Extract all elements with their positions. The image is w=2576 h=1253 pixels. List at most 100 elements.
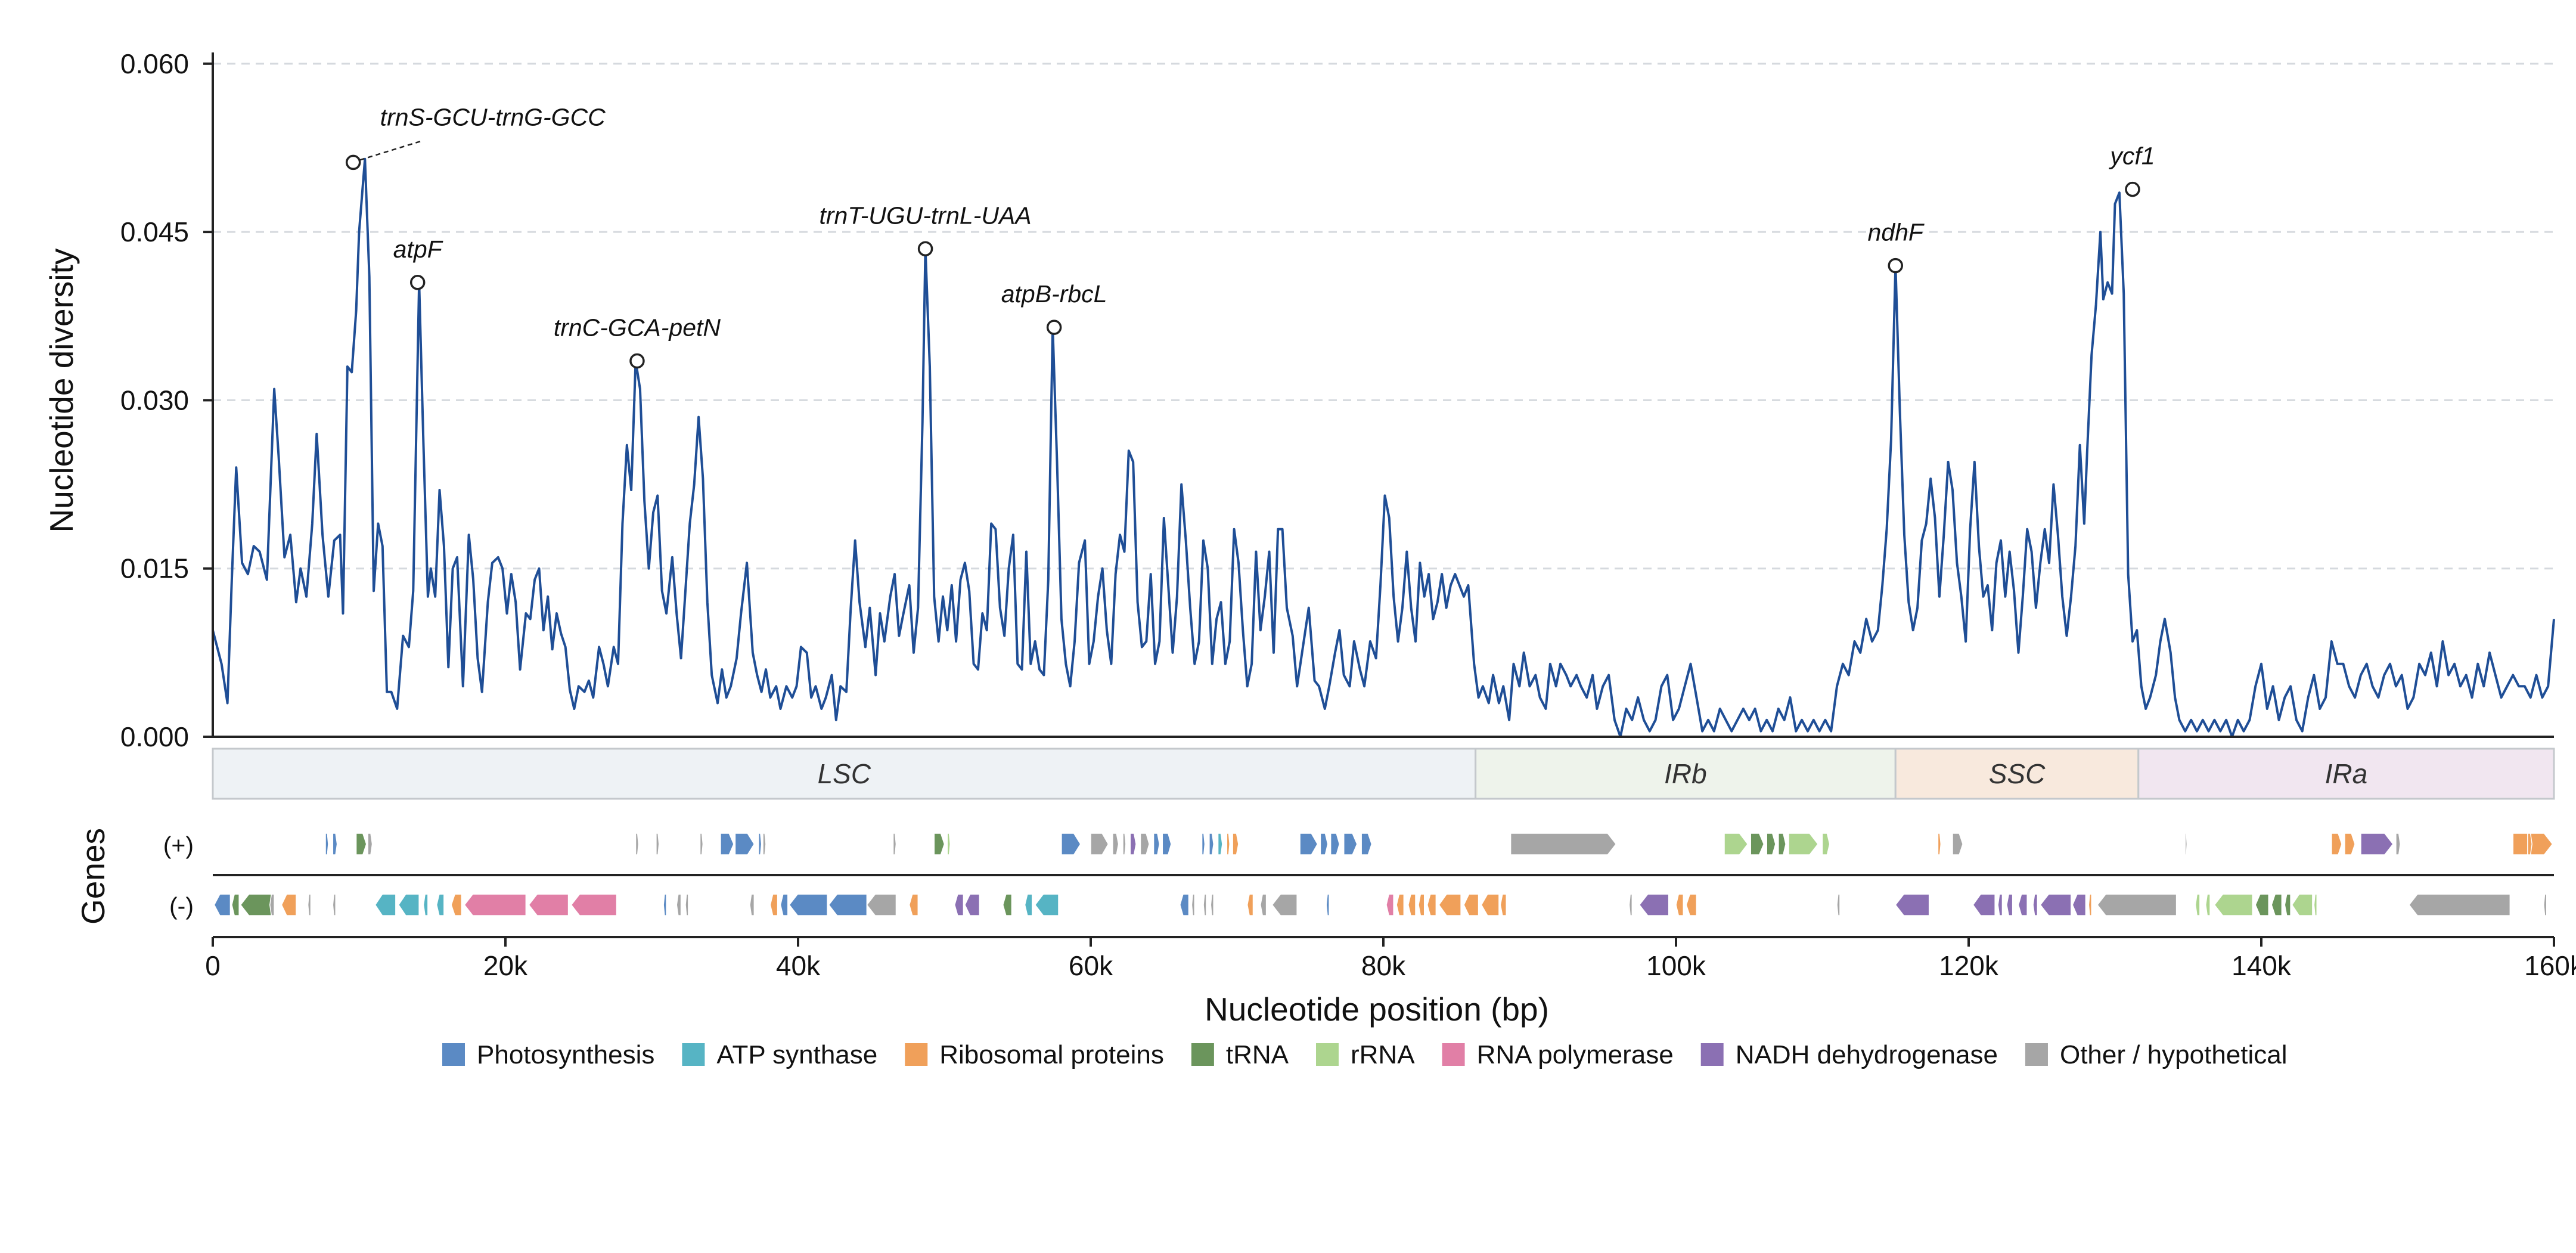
x-tick-label: 40k <box>776 950 821 981</box>
gene-minus-strand <box>1675 894 1684 916</box>
gene-plus-strand <box>1778 833 1786 855</box>
gene-minus-strand <box>374 894 396 916</box>
peak-label: trnS-GCU-trnG-GCC <box>380 103 606 131</box>
peak-marker <box>409 275 426 290</box>
legend-swatch <box>1442 1043 1465 1066</box>
gene-minus-strand <box>1024 894 1033 916</box>
legend-swatch <box>1191 1043 1214 1066</box>
x-axis-title: Nucleotide position (bp) <box>1205 991 1549 1028</box>
gene-minus-strand <box>1638 894 1669 916</box>
legend-swatch <box>1700 1043 1724 1066</box>
gene-plus-strand <box>1361 833 1373 855</box>
gene-plus-strand <box>1217 833 1223 855</box>
gene-minus-strand <box>828 894 868 916</box>
legend-swatch <box>1316 1043 1339 1066</box>
y-tick-label: 0.060 <box>120 48 189 79</box>
peak-label: atpB-rbcL <box>1001 280 1107 308</box>
legend-item-label: ATP synthase <box>716 1040 877 1069</box>
gene-minus-strand <box>2018 894 2028 916</box>
gene-minus-strand <box>2291 894 2313 916</box>
peak-label: trnC-GCA-petN <box>554 314 721 342</box>
gene-plus-strand <box>1061 833 1081 855</box>
gene-minus-strand <box>213 894 231 916</box>
gene-minus-strand <box>1396 894 1405 916</box>
gene-plus-strand <box>1952 833 1963 855</box>
gene-plus-strand <box>2395 833 2401 855</box>
gene-plus-strand <box>1122 833 1126 855</box>
gene-plus-strand <box>1209 833 1214 855</box>
x-tick-label: 160k <box>2524 950 2576 981</box>
peak-leader-line <box>359 140 423 161</box>
gene-minus-strand <box>2409 894 2511 916</box>
gene-minus-strand <box>1895 894 1930 916</box>
y-tick-label: 0.015 <box>120 553 189 584</box>
gene-minus-strand <box>1191 894 1196 916</box>
gene-minus-strand <box>2006 894 2013 916</box>
region-label: IRb <box>1664 758 1707 789</box>
gene-minus-strand <box>663 894 667 916</box>
gene-plus-strand <box>2512 833 2553 855</box>
gene-minus-strand <box>1500 894 1507 916</box>
gene-plus-strand <box>2360 833 2394 855</box>
gene-minus-strand <box>1972 894 1995 916</box>
gene-minus-strand <box>1463 894 1479 916</box>
gene-minus-strand <box>2214 894 2254 916</box>
plus-strand-label: (+) <box>163 832 194 859</box>
genome-regions: LSC IRb SSC IRa <box>212 748 2555 800</box>
gene-minus-strand <box>2284 894 2291 916</box>
gene-plus-strand <box>2527 833 2532 855</box>
peak-label: atpF <box>393 235 443 263</box>
peak-label: ycf1 <box>2108 142 2155 170</box>
gene-plus-strand <box>2331 833 2342 855</box>
gene-minus-strand <box>1179 894 1190 916</box>
legend-item-label: Other / hypothetical <box>2060 1040 2288 1069</box>
gene-plus-strand <box>1766 833 1776 855</box>
y-tick-label: 0.030 <box>120 384 189 415</box>
gene-plus-strand <box>1153 833 1160 855</box>
x-tick-label: 140k <box>2232 950 2292 981</box>
gene-plus-strand <box>1343 833 1358 855</box>
gene-minus-strand <box>1426 894 1437 916</box>
gene-minus-strand <box>2205 894 2211 916</box>
gene-minus-strand <box>436 894 445 916</box>
gene-minus-strand <box>1260 894 1267 916</box>
gene-track-title: Genes <box>75 828 111 925</box>
gene-plus-strand <box>1112 833 1119 855</box>
region-label: IRa <box>2325 758 2368 789</box>
gene-plus-strand <box>367 833 373 855</box>
gene-plus-strand <box>1162 833 1172 855</box>
gene-minus-strand <box>2195 894 2201 916</box>
minus-strand-label: (-) <box>169 892 194 920</box>
gene-plus-strand <box>2184 833 2188 855</box>
gene-minus-strand <box>1386 894 1394 916</box>
gene-minus-strand <box>749 894 755 916</box>
gene-plus-strand <box>946 833 951 855</box>
gene-plus-strand <box>1750 833 1765 855</box>
gene-minus-strand <box>307 894 312 916</box>
gene-minus-strand <box>866 894 897 916</box>
x-tick-label: 100k <box>1646 950 1706 981</box>
gene-minus-strand <box>2313 894 2318 916</box>
gridlines <box>213 63 2554 570</box>
gene-plus-strand <box>1090 833 1109 855</box>
gene-plus-strand <box>892 833 897 855</box>
gene-minus-strand <box>269 894 275 916</box>
gene-minus-strand <box>2097 894 2177 916</box>
peak-marker <box>2125 181 2140 197</box>
gene-plus-strand <box>699 833 704 855</box>
gene-minus-strand <box>2072 894 2087 916</box>
legend-swatch <box>2025 1043 2048 1066</box>
gene-plus-strand <box>933 833 945 855</box>
gene-minus-strand <box>769 894 778 916</box>
gene-plus-strand <box>1299 833 1318 855</box>
gene-plus-strand <box>1788 833 1819 855</box>
peak-marker <box>917 241 933 257</box>
gene-plus-strand <box>734 833 755 855</box>
gene-plus-strand <box>1330 833 1340 855</box>
gene-minus-strand <box>908 894 919 916</box>
gene-plus-strand <box>1201 833 1206 855</box>
gene-minus-strand <box>1034 894 1059 916</box>
gene-plus-strand <box>656 833 660 855</box>
gene-plus-strand <box>332 833 338 855</box>
